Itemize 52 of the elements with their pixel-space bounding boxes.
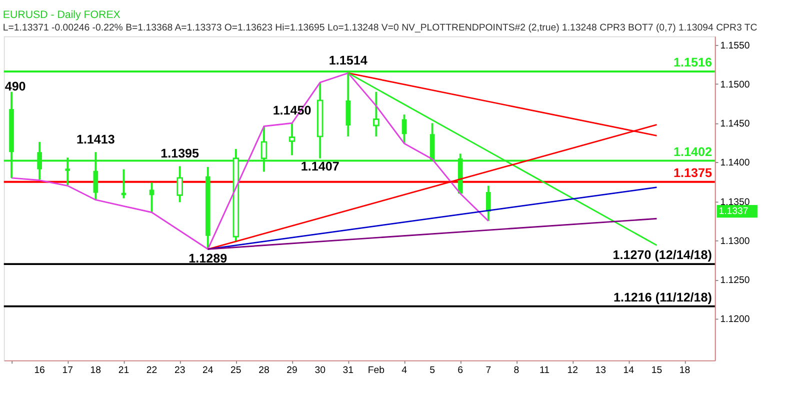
y-tick-label: 1.1250	[720, 275, 750, 286]
ref-line-label: 1.1270 (12/14/18)	[612, 248, 712, 262]
x-tick-label: 22	[146, 364, 158, 376]
x-tick-label: 4	[402, 364, 408, 376]
ref-line-label: 1.1402	[674, 144, 712, 159]
x-tick-label: 14	[623, 364, 635, 376]
x-tick-label: 16	[34, 364, 45, 376]
x-tick-label: 12	[567, 364, 578, 376]
annotation: 1.1395	[160, 146, 200, 160]
candlestick	[176, 165, 183, 204]
candlestick	[288, 122, 296, 156]
y-tick-label: 1.1400	[720, 158, 750, 169]
y-tick-label: 1.1550	[720, 40, 750, 52]
ref-line-label: 1.1216 (11/12/18)	[613, 290, 712, 304]
x-tick-label: 7	[486, 364, 492, 376]
x-tick-label: 29	[286, 364, 298, 376]
y-tick-label: 1.1450	[720, 118, 750, 130]
candlestick	[402, 114, 407, 144]
x-tick-label: 31	[342, 364, 354, 376]
chart-title: EURUSD - Daily FOREX	[2, 8, 120, 21]
x-tick-label: 25	[230, 364, 242, 376]
y-tick-label: 1.1200	[720, 314, 750, 326]
x-tick-label: 17	[62, 364, 73, 376]
x-tick-label: 15	[651, 364, 662, 376]
x-tick-label: 30	[314, 364, 326, 376]
chart-subtitle: L=1.13371 -0.00246 -0.22% B=1.13368 A=1.13373 O=1.13623 Hi=1.13695 Lo=1.13248 V=0 NV_PLOTTRENDPOINTS#2 (2,true) 1.13248 CPR3 BOT7 (0,7) 1.13094 CPR3 TC	[2, 22, 758, 34]
x-tick-label: 6	[458, 364, 464, 376]
annotation: 1.1514	[328, 53, 368, 68]
annotation: 490	[4, 79, 26, 94]
x-tick-label: 8	[514, 364, 520, 376]
annotation: 1.1413	[76, 132, 115, 146]
x-tick-label: 11	[540, 364, 550, 376]
annotation: 1.1407	[300, 159, 340, 174]
text: 1.1337	[718, 206, 748, 218]
x-tick-label: 23	[174, 364, 186, 376]
candlestick	[373, 90, 380, 138]
x-tick-label: 24	[202, 364, 214, 376]
x-tick-label: 18	[90, 364, 102, 376]
y-tick-label: 1.1500	[720, 79, 750, 90]
ref-line-label: 1.1375	[674, 166, 712, 180]
x-tick-label: 28	[258, 364, 270, 376]
y-tick-label: 1.1350	[720, 196, 750, 208]
annotation: 1.1289	[188, 252, 228, 266]
x-tick-label: 5	[430, 364, 435, 376]
x-tick-label: 18	[679, 364, 690, 376]
candlestick	[486, 184, 491, 222]
ref-line-label: 1.1516	[674, 56, 712, 70]
y-tick-label: 1.1300	[720, 236, 750, 247]
x-tick-label: Feb	[368, 364, 385, 376]
x-tick-label: 21	[118, 364, 130, 376]
candlestick	[149, 182, 154, 214]
x-tick-label: 13	[595, 364, 606, 376]
